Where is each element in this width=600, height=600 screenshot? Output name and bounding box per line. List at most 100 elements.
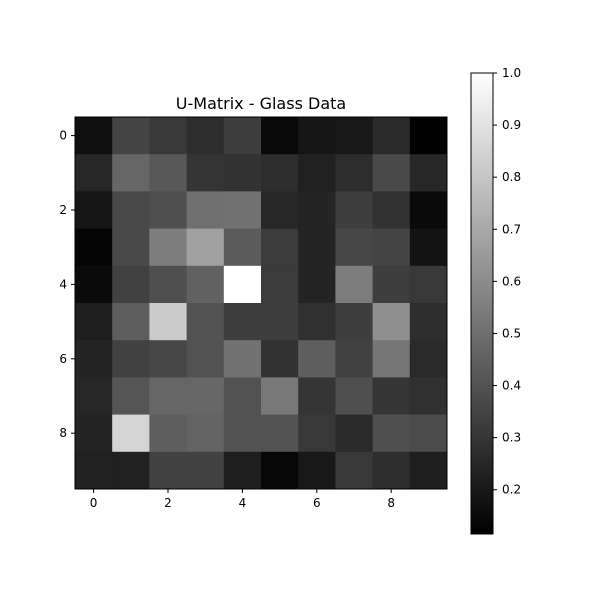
- heatmap-cell: [223, 265, 262, 304]
- heatmap-cell: [149, 303, 187, 341]
- heatmap-cell: [75, 414, 113, 453]
- heatmap-cell: [409, 377, 448, 415]
- heatmap-cell: [112, 340, 150, 378]
- heatmap-cell: [372, 340, 411, 378]
- heatmap-cell: [409, 340, 448, 378]
- heatmap-cell: [298, 265, 336, 304]
- heatmap-cell: [75, 117, 113, 155]
- colorbar-tick-label: 0.7: [502, 222, 521, 236]
- heatmap-cell: [112, 117, 150, 155]
- heatmap-cell: [372, 303, 411, 341]
- heatmap-cell: [149, 414, 187, 453]
- heatmap-cell: [298, 340, 336, 378]
- heatmap-cell: [261, 303, 299, 341]
- heatmap-cell: [409, 191, 448, 229]
- heatmap-cell: [112, 265, 150, 304]
- heatmap-cell: [409, 228, 448, 267]
- heatmap-cell: [372, 154, 411, 192]
- colorbar-tick-label: 1.0: [502, 66, 521, 80]
- heatmap-cell: [223, 191, 262, 229]
- heatmap-cell: [372, 265, 411, 304]
- y-tick-label: 6: [59, 352, 67, 366]
- heatmap-cell: [372, 228, 411, 267]
- heatmap-cell: [75, 377, 113, 415]
- heatmap-cell: [186, 451, 225, 490]
- y-tick-label: 0: [59, 129, 67, 143]
- heatmap-cell: [261, 228, 299, 267]
- heatmap-cell: [149, 117, 187, 155]
- heatmap-cell: [186, 228, 225, 267]
- heatmap-cell: [335, 154, 373, 192]
- heatmap-cell: [75, 154, 113, 192]
- x-tick-label: 6: [313, 496, 321, 510]
- heatmap-cell: [298, 303, 336, 341]
- colorbar-tick-label: 0.5: [502, 326, 521, 340]
- heatmap-cell: [223, 154, 262, 192]
- heatmap-cell: [223, 117, 262, 155]
- heatmap-cell: [335, 265, 373, 304]
- heatmap-cell: [75, 340, 113, 378]
- heatmap-cell: [335, 303, 373, 341]
- x-tick-label: 8: [387, 496, 395, 510]
- heatmap-cell: [149, 154, 187, 192]
- heatmap-cell: [298, 117, 336, 155]
- heatmap-cell: [298, 154, 336, 192]
- heatmap-cell: [409, 265, 448, 304]
- heatmap-cell: [186, 191, 225, 229]
- heatmap: [75, 117, 448, 490]
- heatmap-cell: [75, 451, 113, 490]
- heatmap-cell: [298, 228, 336, 267]
- heatmap-cell: [112, 303, 150, 341]
- heatmap-cell: [261, 154, 299, 192]
- heatmap-cell: [335, 377, 373, 415]
- heatmap-cell: [186, 154, 225, 192]
- heatmap-cell: [149, 228, 187, 267]
- heatmap-cell: [372, 414, 411, 453]
- heatmap-cell: [186, 265, 225, 304]
- heatmap-frame: [74, 116, 448, 490]
- heatmap-cell: [75, 191, 113, 229]
- heatmap-cell: [149, 191, 187, 229]
- heatmap-cell: [335, 451, 373, 490]
- heatmap-cell: [261, 117, 299, 155]
- heatmap-cell: [409, 154, 448, 192]
- heatmap-cell: [409, 451, 448, 490]
- y-tick-label: 8: [59, 426, 67, 440]
- heatmap-cell: [298, 414, 336, 453]
- heatmap-cell: [112, 451, 150, 490]
- colorbar-tick-label: 0.2: [502, 483, 521, 497]
- heatmap-cell: [261, 451, 299, 490]
- heatmap-cell: [223, 340, 262, 378]
- heatmap-cell: [149, 265, 187, 304]
- colorbar-ticks: 0.2 0.3 0.4 0.5 0.6 0.7 0.8 0.9 1.0: [493, 66, 521, 497]
- heatmap-cell: [335, 414, 373, 453]
- heatmap-cell: [149, 451, 187, 490]
- heatmap-cell: [223, 377, 262, 415]
- heatmap-cell: [372, 451, 411, 490]
- colorbar-tick-label: 0.8: [502, 170, 521, 184]
- colorbar-tick-label: 0.4: [502, 379, 521, 393]
- heatmap-cell: [223, 451, 262, 490]
- heatmap-cell: [261, 414, 299, 453]
- heatmap-cell: [335, 191, 373, 229]
- heatmap-cell: [75, 303, 113, 341]
- heatmap-cell: [261, 191, 299, 229]
- heatmap-cell: [335, 340, 373, 378]
- heatmap-cell: [298, 451, 336, 490]
- heatmap-cell: [409, 414, 448, 453]
- heatmap-cell: [261, 377, 299, 415]
- heatmap-cell: [186, 303, 225, 341]
- y-tick-label: 2: [59, 203, 67, 217]
- heatmap-cell: [298, 377, 336, 415]
- x-tick-label: 4: [239, 496, 247, 510]
- heatmap-cell: [186, 340, 225, 378]
- x-tick-label: 0: [90, 496, 98, 510]
- colorbar-tick-label: 0.3: [502, 431, 521, 445]
- heatmap-cell: [112, 228, 150, 267]
- heatmap-cell: [112, 377, 150, 415]
- heatmap-cell: [149, 377, 187, 415]
- heatmap-cell: [372, 191, 411, 229]
- heatmap-cell: [372, 117, 411, 155]
- heatmap-cell: [409, 117, 448, 155]
